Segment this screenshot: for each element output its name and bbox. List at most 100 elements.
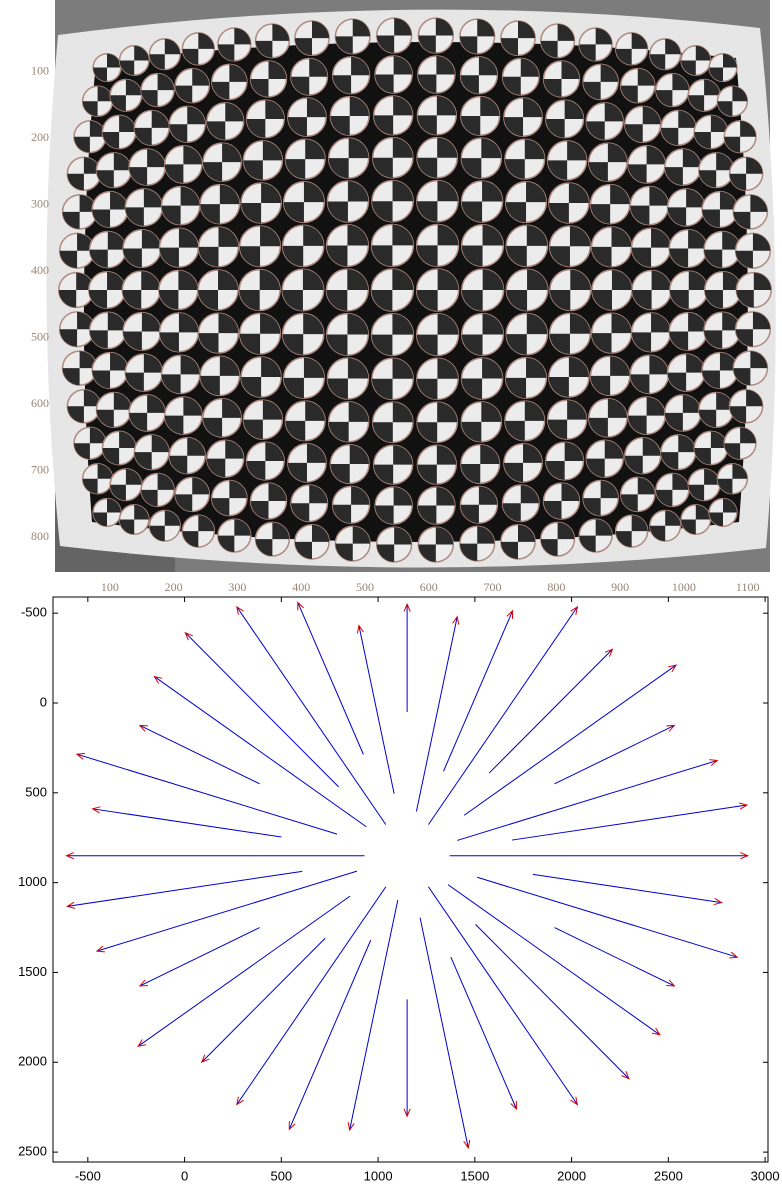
target-marker [169,438,205,474]
target-marker [247,100,285,138]
target-marker [335,19,370,54]
target-marker [371,269,413,311]
target-marker [288,444,326,482]
target-marker [141,473,174,506]
target-marker [284,182,325,223]
target-marker [628,397,665,434]
target-marker [240,226,281,267]
target-marker [503,59,539,95]
target-marker [295,21,329,55]
x-tick-label: 600 [420,580,438,594]
target-marker [632,313,671,352]
target-marker [247,442,285,480]
target-marker [175,477,209,511]
target-marker [549,357,589,397]
target-marker [93,499,121,527]
y-tick-label: 600 [31,396,49,410]
target-marker [579,519,612,552]
target-marker [243,400,282,439]
page: 1002003004005006007008009001000110010020… [0,0,782,1191]
target-marker [330,97,369,136]
target-marker [550,226,591,267]
target-marker [704,231,740,267]
target-marker [162,355,200,393]
target-marker [541,24,575,58]
target-marker [149,39,180,70]
target-marker [632,228,671,267]
target-marker [544,483,580,519]
target-marker [373,138,413,178]
x-tick-label: 400 [292,580,310,594]
target-marker [460,19,495,54]
target-marker [730,157,763,190]
target-marker [256,522,290,556]
x-tick-label: 1100 [736,580,760,594]
target-marker [656,74,689,107]
target-marker [291,59,327,95]
target-marker [74,427,106,459]
target-marker [120,46,149,75]
target-marker [709,54,737,82]
target-marker [550,313,591,354]
target-marker [625,106,661,142]
target-marker [549,183,589,223]
target-marker [63,195,97,229]
target-marker [335,526,370,561]
target-marker [134,111,169,146]
target-marker [724,121,756,153]
target-marker [461,402,501,442]
target-marker [165,146,202,183]
target-marker [462,358,503,399]
target-marker [122,271,160,309]
target-marker [333,57,370,94]
target-marker [591,185,630,224]
target-marker [165,397,202,434]
target-marker [251,483,287,519]
target-marker [621,477,655,511]
x-tick-label: 2500 [654,1168,683,1183]
target-marker [199,313,239,353]
target-marker [461,97,500,136]
target-marker [621,69,655,103]
x-tick-label: 1500 [460,1168,489,1183]
y-tick-label: -500 [21,605,47,620]
target-marker [417,314,459,356]
target-marker [417,138,457,178]
target-marker [736,233,771,268]
x-tick-label: 800 [547,580,565,594]
target-marker [462,225,504,267]
y-tick-label: 1000 [18,874,47,889]
target-marker [506,182,547,223]
target-marker [717,86,747,116]
target-marker [417,402,457,442]
target-marker [377,527,412,562]
target-marker [418,56,455,93]
target-marker [699,392,734,427]
target-marker [92,192,128,228]
target-marker [83,464,113,494]
target-marker [374,96,413,135]
photo [46,0,775,572]
target-marker [372,314,414,356]
y-tick-label: 400 [31,263,49,277]
target-marker [203,399,241,437]
target-marker [141,74,174,107]
target-marker [733,351,767,385]
target-marker [548,141,587,180]
target-marker [96,153,131,188]
x-tick-label: 500 [356,580,374,594]
target-marker [96,392,131,427]
x-tick-label: 100 [101,580,119,594]
target-marker [284,358,325,399]
target-marker [93,54,121,82]
target-marker [212,481,247,516]
target-marker [92,353,128,389]
target-marker [240,313,281,354]
target-marker [418,18,453,53]
target-marker [129,149,165,185]
target-marker [699,153,734,188]
target-marker [550,270,591,311]
target-marker [461,57,498,94]
x-tick-label: 700 [484,580,502,594]
target-marker [102,431,135,464]
